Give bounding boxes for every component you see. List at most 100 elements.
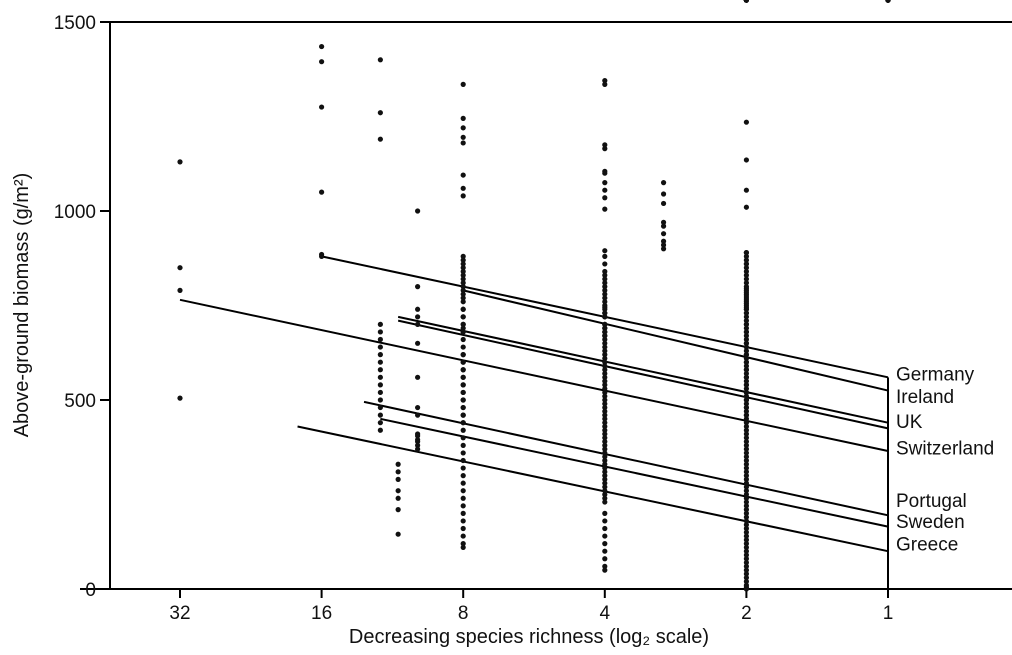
data-point <box>743 393 750 399</box>
data-point <box>415 433 421 439</box>
data-point <box>743 333 750 339</box>
data-point <box>602 248 608 254</box>
data-point <box>602 363 608 369</box>
data-point <box>602 344 608 350</box>
data-point <box>743 556 750 562</box>
data-point <box>460 253 466 259</box>
data-point <box>460 185 466 191</box>
data-point <box>602 499 608 505</box>
data-point <box>743 321 750 327</box>
data-point <box>743 355 750 362</box>
data-point <box>377 110 383 116</box>
data-point <box>743 533 750 539</box>
data-point <box>460 533 466 539</box>
data-point <box>743 408 750 414</box>
data-point <box>743 548 750 554</box>
data-point <box>602 446 608 452</box>
data-point <box>602 525 608 532</box>
data-point <box>743 541 750 547</box>
data-point <box>743 289 750 295</box>
data-point <box>743 563 750 569</box>
data-point <box>743 586 750 592</box>
series-label-uk: UK <box>896 412 923 433</box>
data-point <box>460 306 466 312</box>
x-tick-label: 8 <box>458 603 469 624</box>
data-point <box>460 435 466 441</box>
y-axis-label: Above-ground biomass (g/m²) <box>11 173 33 438</box>
data-point <box>743 454 750 460</box>
data-point <box>743 370 750 377</box>
data-point <box>377 336 383 343</box>
data-point <box>743 297 750 303</box>
data-point <box>602 336 608 343</box>
data-point <box>660 219 667 225</box>
x-tick-label: 2 <box>741 603 752 624</box>
data-point <box>377 136 383 142</box>
data-point <box>602 510 608 516</box>
regression-lines <box>179 255 889 553</box>
data-point <box>743 314 750 320</box>
data-point <box>602 355 608 362</box>
data-point <box>602 329 608 335</box>
y-tick-label: 500 <box>64 391 96 412</box>
data-point <box>602 352 608 358</box>
data-point <box>743 318 750 324</box>
data-point <box>743 476 750 482</box>
data-point <box>743 488 750 494</box>
data-point <box>743 301 750 307</box>
data-point <box>602 563 608 569</box>
data-point <box>743 431 750 437</box>
data-point <box>602 495 608 501</box>
ticks: 0 500 1000 1500 32 16 8 4 2 1 <box>54 13 894 624</box>
data-point <box>460 280 466 286</box>
data-point <box>602 187 608 193</box>
data-point <box>415 412 421 418</box>
axes <box>80 21 1012 590</box>
data-point <box>602 304 608 310</box>
data-point <box>460 125 466 131</box>
x-tick-label: 4 <box>600 603 611 624</box>
data-point <box>743 306 750 312</box>
data-point <box>460 314 466 320</box>
data-point <box>743 423 750 430</box>
data-point <box>602 276 608 282</box>
x-tick-label: 1 <box>883 603 894 624</box>
data-point <box>460 457 466 464</box>
data-point <box>602 340 608 346</box>
series-label-ireland: Ireland <box>896 387 954 408</box>
data-point <box>415 438 421 445</box>
data-point <box>602 450 608 456</box>
data-point <box>743 427 750 433</box>
data-point <box>602 389 608 396</box>
data-point <box>460 291 466 297</box>
data-point <box>602 397 608 403</box>
data-point <box>743 420 750 426</box>
data-point <box>460 465 466 471</box>
data-point <box>743 491 750 498</box>
x-tick-label: 32 <box>169 603 190 624</box>
data-point <box>460 272 466 278</box>
data-point <box>602 146 608 152</box>
data-point <box>460 134 466 140</box>
data-point <box>460 140 466 146</box>
data-point <box>743 438 750 445</box>
data-point <box>743 157 750 163</box>
data-point <box>743 514 750 520</box>
data-point <box>415 321 421 327</box>
data-point <box>460 427 466 433</box>
data-point <box>460 352 466 358</box>
data-point <box>743 272 750 278</box>
data-point <box>460 420 466 426</box>
data-point <box>602 393 608 399</box>
data-point <box>460 544 466 551</box>
y-tick-label: 0 <box>85 580 96 601</box>
data-point <box>602 386 608 392</box>
data-point <box>415 208 421 214</box>
data-point <box>743 412 750 418</box>
data-point <box>743 575 750 581</box>
data-point <box>602 142 608 148</box>
data-point <box>177 159 183 165</box>
data-point <box>377 404 383 411</box>
series-label-sweden: Sweden <box>896 512 965 533</box>
data-point <box>743 544 750 551</box>
